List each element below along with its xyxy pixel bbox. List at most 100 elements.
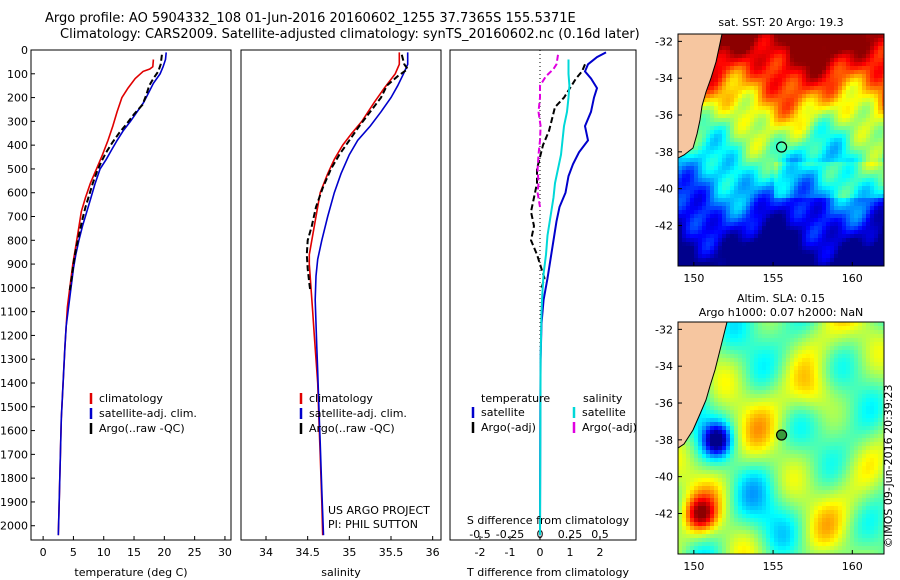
depth-tick-label: 200	[7, 92, 28, 105]
sla-map-field	[678, 322, 884, 554]
depth-tick-label: 700	[7, 211, 28, 224]
depth-tick-label: 1800	[0, 472, 28, 485]
imos-timestamp: ©IMOS 09-Jun-2016 20:39:23	[882, 384, 895, 548]
series-line-2	[68, 54, 163, 291]
sla-map: Altim. SLA: 0.15 Argo h1000: 0.07 h2000:…	[655, 292, 885, 573]
x-tick-label: 25	[188, 546, 202, 559]
x-tick-label: 34	[259, 546, 273, 559]
salinity-legend: climatology satellite-adj. clim. Argo(..ra…	[299, 392, 407, 435]
series-line-1	[314, 52, 409, 536]
x-tick-label: 15	[127, 546, 141, 559]
sst-map: sat. SST: 20 Argo: 19.3 -32-34-36-38-40-…	[655, 16, 885, 285]
lon-tick-label: 155	[763, 560, 784, 573]
sla-map-axes: -32 -34 -36 -38 -40 -42 150 155 160	[655, 323, 863, 573]
lat-tick-label: -38	[655, 434, 673, 447]
x-tick-label: -1	[505, 546, 516, 559]
depth-tick-label: 300	[7, 115, 28, 128]
legend-label: satellite	[481, 406, 525, 419]
legend-label: satellite	[582, 406, 626, 419]
x-tick-label: -2	[475, 546, 486, 559]
x-tick-label: 30	[218, 546, 232, 559]
salinity-panel: 34 34.5 35 35.5 36 climatology satellite-adj.…	[240, 49, 442, 579]
sst-map-frame	[677, 33, 885, 267]
legend-label: satellite-adj. clim.	[309, 407, 407, 420]
lon-tick-label: 160	[842, 560, 863, 573]
legend-title-salinity: salinity	[583, 392, 623, 405]
sla-map-title-line-1: Altim. SLA: 0.15	[737, 292, 825, 305]
legend-label: Argo(-adj)	[582, 421, 637, 434]
x-tick-label: 0	[537, 546, 544, 559]
depth-tick-label: 1000	[0, 282, 28, 295]
x-tick-label: 20	[157, 546, 171, 559]
top-x-tick-label: -0.5	[469, 528, 490, 541]
salinity-xlabel: salinity	[321, 566, 361, 579]
lat-tick-label: -42	[655, 219, 673, 232]
depth-tick-label: 1700	[0, 448, 28, 461]
lat-tick-label: -42	[655, 507, 673, 520]
depth-tick-label: 600	[7, 187, 28, 200]
x-tick-label: 2	[597, 546, 604, 559]
depth-tick-label: 400	[7, 139, 28, 152]
x-tick-label: 10	[97, 546, 111, 559]
x-tick-label: 34.5	[295, 546, 320, 559]
difference-top-xlabel: S difference from climatology	[467, 514, 630, 527]
project-annotation-line-1: US ARGO PROJECT	[328, 504, 430, 517]
project-annotation-line-2: PI: PHIL SUTTON	[328, 518, 418, 531]
legend-label: Argo(..raw -QC)	[309, 422, 395, 435]
depth-tick-label: 1200	[0, 329, 28, 342]
temperature-x-axis: 0 5 10 15 20 25 30	[40, 536, 232, 559]
x-tick-label: 35	[342, 546, 356, 559]
salinity-x-axis: 34 34.5 35 35.5 36	[259, 536, 440, 559]
temperature-xlabel: temperature (deg C)	[74, 566, 187, 579]
sst-map-title: sat. SST: 20 Argo: 19.3	[718, 16, 843, 29]
title-line-1: Argo profile: AO 5904332_108 01-Jun-2016…	[45, 11, 576, 26]
temperature-panel: 0 100 200 300 400 500 600 700 800 900 1000 1100 1200…	[0, 44, 454, 579]
lon-tick-label: 160	[842, 272, 863, 285]
top-x-tick-label: -0.25	[496, 528, 524, 541]
salinity-axes	[240, 49, 442, 541]
depth-tick-label: 1900	[0, 496, 28, 509]
depth-tick-label: 1100	[0, 306, 28, 319]
depth-tick-label: 800	[7, 234, 28, 247]
top-x-tick-label: 0.25	[558, 528, 583, 541]
series-line-2	[305, 54, 410, 291]
difference-xlabel: T difference from climatology	[466, 566, 629, 579]
legend-title-temperature: temperature	[481, 392, 550, 405]
legend-label: Argo(-adj)	[481, 421, 536, 434]
depth-tick-label: 1600	[0, 425, 28, 438]
lat-tick-label: -36	[655, 109, 673, 122]
x-tick-label: 5	[70, 546, 77, 559]
depth-tick-label: 2000	[0, 520, 28, 533]
legend-label: climatology	[309, 392, 373, 405]
lat-tick-label: -32	[655, 35, 673, 48]
legend-label: climatology	[99, 392, 163, 405]
temperature-lines	[57, 52, 167, 536]
difference-legend: temperature salinitysatelliteArgo(-adj)sa…	[471, 392, 637, 434]
x-tick-label: 35.5	[379, 546, 404, 559]
lon-tick-label: 150	[683, 272, 704, 285]
temperature-axes	[30, 49, 232, 541]
depth-tick-label: 1500	[0, 401, 28, 414]
sla-map-title-line-2: Argo h1000: 0.07 h2000: NaN	[699, 306, 864, 319]
sst-map-argo-marker	[775, 141, 788, 153]
depth-tick-label: 500	[7, 163, 28, 176]
sla-map-argo-marker	[775, 429, 788, 441]
top-x-tick-label: 0.5	[591, 528, 609, 541]
sla-map-frame	[677, 321, 885, 555]
lat-tick-label: -34	[655, 72, 673, 85]
lat-tick-label: -34	[655, 360, 673, 373]
x-tick-label: 1	[567, 546, 574, 559]
sla-map-land	[678, 322, 728, 449]
salinity-lines	[305, 52, 410, 536]
legend-label: Argo(..raw -QC)	[99, 422, 185, 435]
x-tick-label: 36	[426, 546, 440, 559]
lat-tick-label: -32	[655, 323, 673, 336]
lat-tick-label: -36	[655, 397, 673, 410]
difference-lines	[529, 50, 607, 540]
lon-tick-label: 150	[683, 560, 704, 573]
depth-tick-label: 100	[7, 68, 28, 81]
depth-tick-label: 900	[7, 258, 28, 271]
temperature-legend: climatology satellite-adj. clim. Argo(..ra…	[89, 392, 197, 435]
depth-tick-label: 0	[21, 44, 28, 57]
